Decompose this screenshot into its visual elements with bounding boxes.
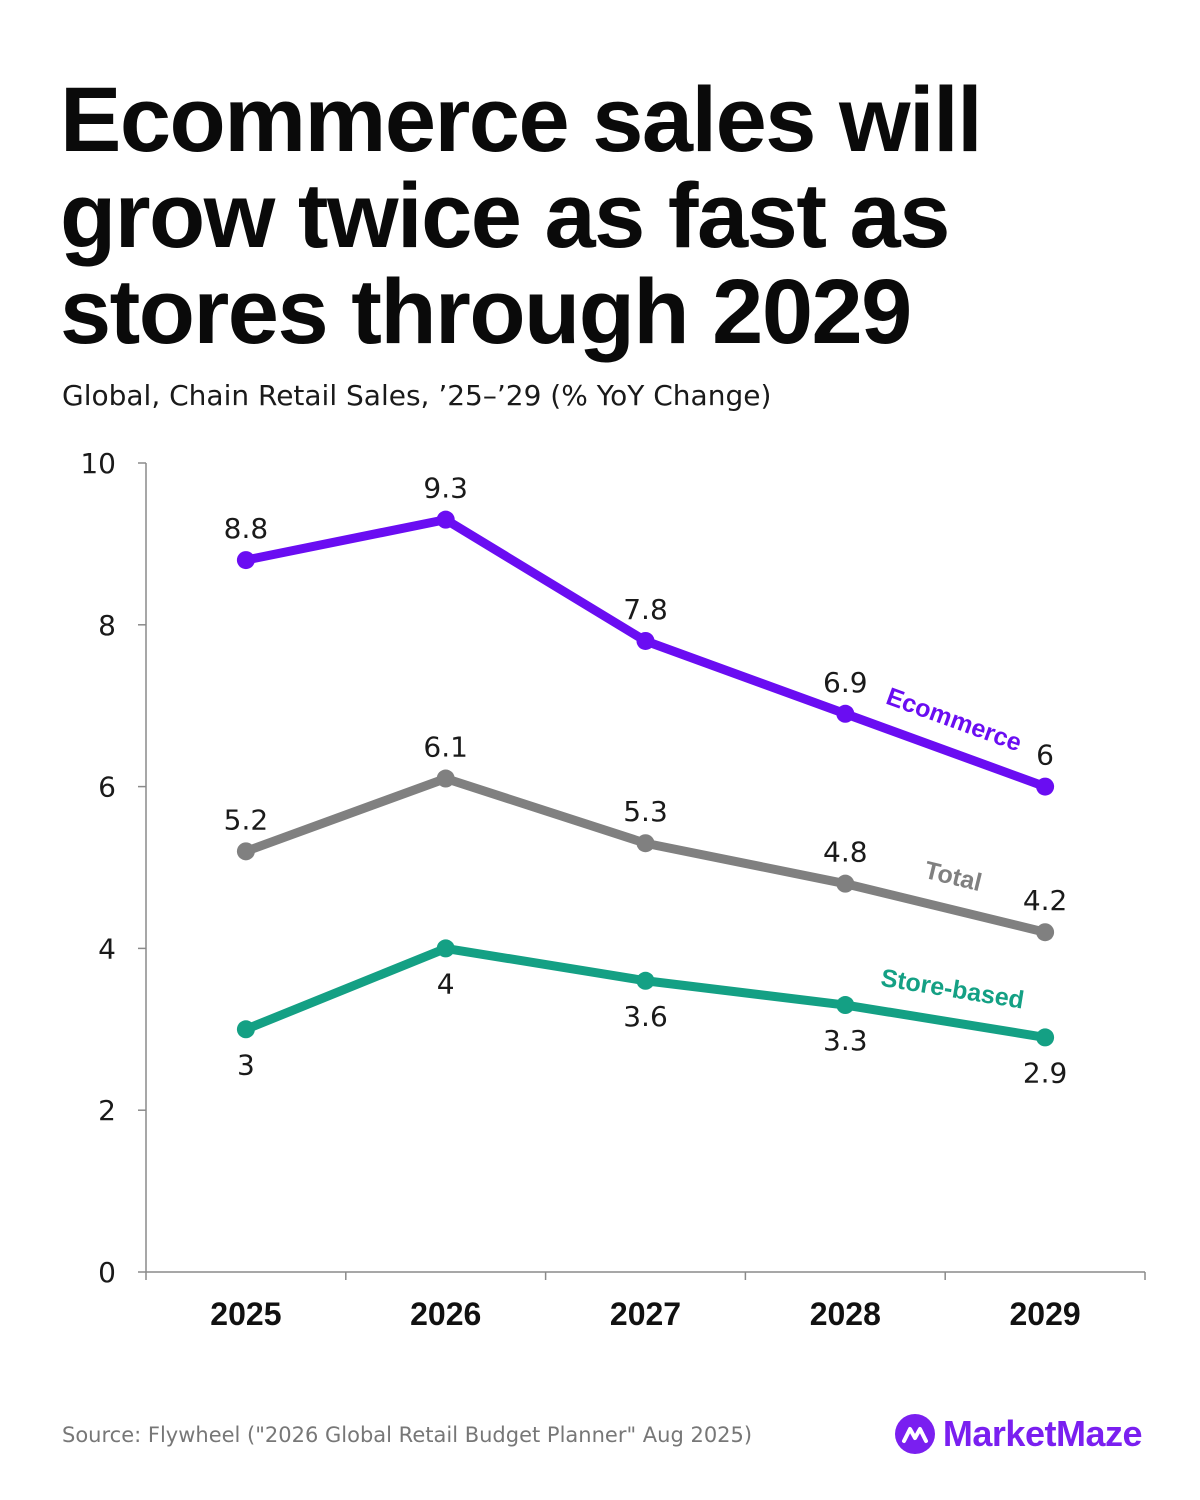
chart-subtitle: Global, Chain Retail Sales, ’25–’29 (% Y… — [62, 379, 772, 412]
y-tick-label: 4 — [98, 932, 116, 965]
data-point — [1036, 923, 1055, 942]
chart-title: Ecommerce sales will grow twice as fast … — [60, 69, 983, 363]
x-axis: 2025 2026 2027 2028 2029 — [145, 1271, 1146, 1332]
data-label: 6.1 — [423, 731, 468, 764]
y-axis: 0 2 4 6 8 10 — [80, 447, 147, 1289]
x-tick-label: 2029 — [1010, 1296, 1081, 1332]
data-label: 5.3 — [623, 795, 668, 828]
y-tick-label: 0 — [98, 1256, 116, 1289]
data-label: 6 — [1036, 739, 1054, 772]
data-point — [836, 874, 855, 893]
data-point — [1036, 777, 1055, 796]
data-point — [636, 834, 655, 853]
data-point — [836, 704, 855, 723]
data-label: 4.2 — [1023, 884, 1068, 917]
data-point — [236, 551, 255, 570]
brand-logo: MarketMaze — [894, 1406, 1143, 1462]
data-point — [636, 971, 655, 990]
data-point — [436, 939, 455, 958]
y-tick-label: 2 — [98, 1094, 116, 1127]
y-tick-label: 8 — [98, 609, 116, 642]
x-tick-label: 2028 — [810, 1296, 881, 1332]
data-point — [1036, 1028, 1055, 1047]
data-label: 4.8 — [823, 836, 868, 869]
data-label: 5.2 — [224, 803, 269, 836]
mountain-peaks-logo-icon — [894, 1414, 935, 1454]
data-label: 6.9 — [823, 666, 868, 699]
data-label: 8.8 — [224, 512, 269, 545]
y-tick-label: 10 — [80, 447, 116, 480]
line-chart: 0 2 4 6 8 10 2025 2026 2027 2028 2029 8.8 9.3 7.8 6.… — [80, 447, 1146, 1332]
data-point — [236, 1020, 255, 1039]
x-tick-label: 2026 — [410, 1296, 481, 1332]
series-name-label: Store-based — [879, 964, 1026, 1015]
x-tick-label: 2027 — [610, 1296, 681, 1332]
data-point — [636, 631, 655, 650]
source-note: Source: Flywheel ("2026 Global Retail Bu… — [62, 1423, 753, 1447]
data-point — [236, 842, 255, 861]
data-label: 3.3 — [823, 1024, 868, 1057]
series-name-label: Total — [922, 856, 985, 897]
data-label: 9.3 — [423, 472, 468, 505]
data-point — [436, 769, 455, 788]
data-point — [436, 510, 455, 529]
data-label: 2.9 — [1023, 1056, 1068, 1089]
series-lines — [236, 510, 1055, 1047]
data-labels: 8.8 9.3 7.8 6.9 6 5.2 6.1 5.3 4.8 4.2 3 4 3.6 3.3 2.9 — [224, 472, 1068, 1090]
brand-name: MarketMaze — [942, 1413, 1143, 1454]
data-point — [836, 996, 855, 1015]
data-label: 4 — [437, 967, 455, 1000]
data-label: 3 — [237, 1048, 255, 1081]
data-label: 7.8 — [623, 593, 668, 626]
series-name-label: Ecommerce — [883, 682, 1026, 757]
y-tick-label: 6 — [98, 771, 116, 804]
x-tick-label: 2025 — [210, 1296, 281, 1332]
data-label: 3.6 — [623, 1000, 668, 1033]
series-line — [241, 515, 1050, 792]
